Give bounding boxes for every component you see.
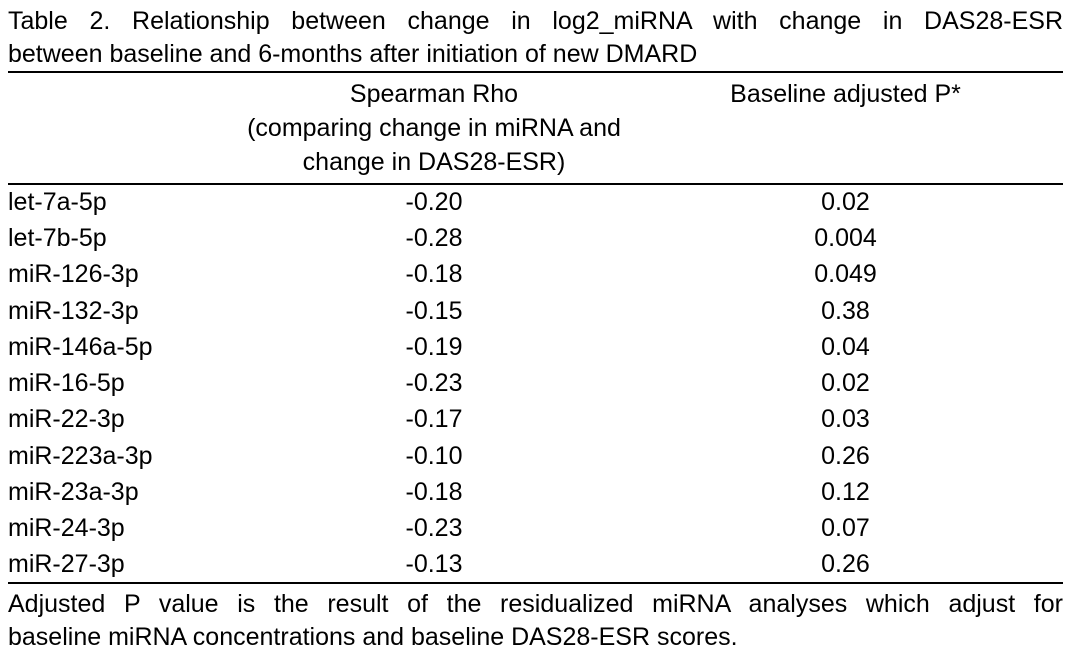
spearman-rho-value: -0.17: [405, 405, 463, 434]
table-caption-line2: between baseline and 6-months after init…: [8, 40, 698, 68]
spearman-rho-value: -0.18: [405, 260, 463, 289]
footnote-line1: Adjusted P value is the result of the re…: [8, 590, 1063, 619]
header-baseline-adjusted-p-label: Baseline adjusted P*: [730, 80, 961, 108]
table-row: miR-24-3p -0.23 0.07: [8, 511, 1063, 547]
mirna-name: miR-24-3p: [8, 514, 125, 543]
spearman-rho-value: -0.19: [405, 332, 463, 361]
spearman-rho-value: -0.15: [405, 296, 463, 325]
mirna-name: miR-132-3p: [8, 296, 139, 325]
header-spearman-rho: Spearman Rho (comparing change in miRNA …: [240, 72, 628, 185]
adjusted-p-value: 0.07: [821, 514, 870, 543]
table-row: miR-132-3p -0.15 0.38: [8, 293, 1063, 329]
table-row: miR-126-3p -0.18 0.049: [8, 257, 1063, 293]
header-row: Spearman Rho (comparing change in miRNA …: [8, 72, 1063, 185]
table-footnote: Adjusted P value is the result of the re…: [8, 588, 1063, 654]
mirna-das28-table: Spearman Rho (comparing change in miRNA …: [8, 71, 1063, 585]
spearman-rho-value: -0.23: [405, 369, 463, 398]
adjusted-p-value: 0.38: [821, 296, 870, 325]
table-row: miR-146a-5p -0.19 0.04: [8, 329, 1063, 365]
mirna-name: miR-27-3p: [8, 550, 125, 579]
adjusted-p-value: 0.12: [821, 478, 870, 507]
mirna-name: miR-146a-5p: [8, 332, 153, 361]
adjusted-p-value: 0.03: [821, 405, 870, 434]
header-mirna-blank: [8, 72, 240, 185]
footnote-line2: baseline miRNA concentrations and baseli…: [8, 623, 738, 652]
header-baseline-adjusted-p: Baseline adjusted P*: [628, 72, 1063, 185]
header-spearman-rho-line3: change in DAS28-ESR): [302, 148, 566, 176]
adjusted-p-value: 0.26: [821, 550, 870, 579]
mirna-name: let-7b-5p: [8, 223, 107, 252]
mirna-name: let-7a-5p: [8, 188, 107, 217]
table-caption-line1: Table 2. Relationship between change in …: [8, 7, 1063, 35]
adjusted-p-value: 0.049: [814, 260, 877, 289]
table-row: miR-23a-3p -0.18 0.12: [8, 474, 1063, 510]
table-row: miR-223a-3p -0.10 0.26: [8, 438, 1063, 474]
table-row: let-7a-5p -0.20 0.02: [8, 184, 1063, 220]
adjusted-p-value: 0.02: [821, 369, 870, 398]
adjusted-p-value: 0.004: [814, 223, 877, 252]
table-row: let-7b-5p -0.28 0.004: [8, 220, 1063, 256]
header-spearman-rho-line2: (comparing change in miRNA and: [247, 114, 621, 142]
mirna-name: miR-23a-3p: [8, 478, 139, 507]
spearman-rho-value: -0.10: [405, 441, 463, 470]
spearman-rho-value: -0.20: [405, 188, 463, 217]
mirna-name: miR-223a-3p: [8, 441, 153, 470]
mirna-name: miR-16-5p: [8, 369, 125, 398]
adjusted-p-value: 0.02: [821, 188, 870, 217]
table-row: miR-22-3p -0.17 0.03: [8, 402, 1063, 438]
table-row: miR-16-5p -0.23 0.02: [8, 365, 1063, 401]
mirna-name: miR-22-3p: [8, 405, 125, 434]
spearman-rho-value: -0.23: [405, 514, 463, 543]
adjusted-p-value: 0.26: [821, 441, 870, 470]
table-row: miR-27-3p -0.13 0.26: [8, 547, 1063, 583]
spearman-rho-value: -0.13: [405, 550, 463, 579]
table-caption: Table 2. Relationship between change in …: [8, 5, 1063, 71]
spearman-rho-value: -0.18: [405, 478, 463, 507]
mirna-name: miR-126-3p: [8, 260, 139, 289]
adjusted-p-value: 0.04: [821, 332, 870, 361]
header-spearman-rho-line1: Spearman Rho: [349, 80, 519, 108]
spearman-rho-value: -0.28: [405, 223, 463, 252]
